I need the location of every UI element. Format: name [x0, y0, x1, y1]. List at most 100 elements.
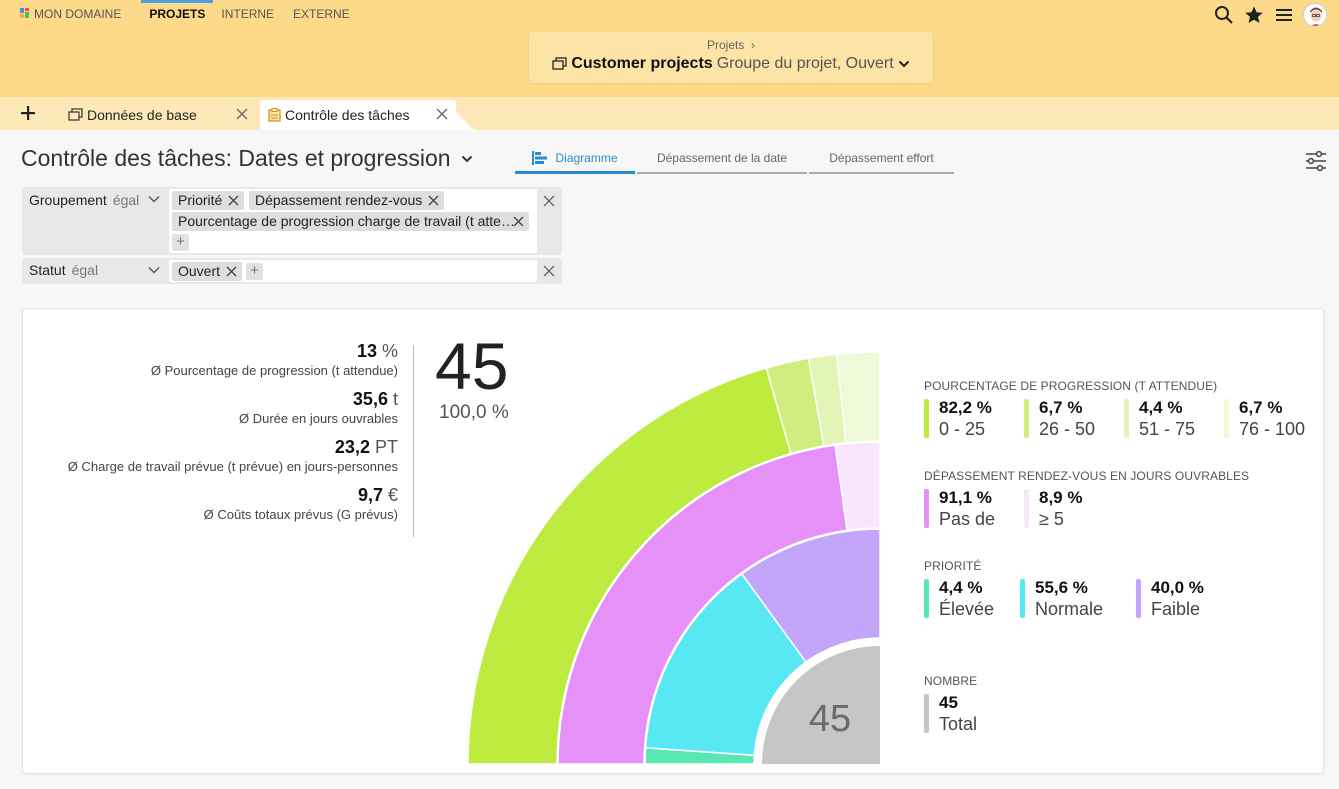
legend-group: POURCENTAGE DE PROGRESSION (T ATTENDUE) 8…: [924, 379, 1323, 440]
legend-value: 6,7 %: [1039, 398, 1083, 417]
project-title[interactable]: Customer projects Groupe du projet, Ouve…: [529, 55, 933, 73]
legend-swatch: [1024, 489, 1029, 528]
filter-chip-priorite: Priorité: [172, 191, 245, 210]
close-icon[interactable]: [428, 195, 439, 206]
legend-item[interactable]: 45 Total: [924, 692, 1024, 735]
filter-chip-depassement: Dépassement rendez-vous: [249, 191, 445, 210]
add-tab-button[interactable]: [14, 102, 42, 124]
kpi-label: Ø Durée en jours ouvrables: [239, 411, 398, 426]
tab-label: Dépassement effort: [829, 151, 934, 165]
legend-item[interactable]: 40,0 % Faible: [1136, 577, 1236, 620]
legend-item[interactable]: 91,1 % Pas de: [924, 487, 1024, 530]
legend-category: 0 - 25: [939, 419, 986, 439]
close-icon[interactable]: [436, 108, 448, 120]
sunburst-segment-1-1[interactable]: [834, 441, 881, 532]
nav-mon-domaine[interactable]: MON DOMAINE: [20, 0, 132, 30]
legend-value: 82,2 %: [939, 398, 992, 417]
legend-item[interactable]: 82,2 % 0 - 25: [924, 397, 1024, 440]
breadcrumb: Projets ›: [529, 38, 933, 52]
project-subtitle: Groupe du projet, Ouvert: [716, 55, 894, 72]
kpi-value: 13 %: [23, 341, 398, 362]
tab-controle-des-taches[interactable]: Contrôle des tâches: [260, 100, 474, 130]
chevron-down-icon[interactable]: [148, 266, 160, 274]
sunburst-center-label: 45: [809, 698, 851, 740]
chip-label: Ouvert: [178, 263, 221, 279]
divider: [413, 345, 414, 537]
top-bar: MON DOMAINE PROJETS INTERNE EXTERNE Proj…: [0, 0, 1339, 97]
legend-swatch: [1020, 579, 1025, 618]
domain-icon: [20, 8, 29, 18]
filter-values[interactable]: Priorité Dépassement rendez-vous Pourcen…: [169, 189, 537, 253]
kpi-label: Ø Charge de travail prévue (t prévue) en…: [67, 459, 398, 474]
add-status-button[interactable]: +: [246, 263, 263, 280]
legend-category: Élevée: [939, 599, 995, 619]
kpi-value: 35,6 t: [23, 389, 398, 410]
kpi-unit: %: [381, 341, 398, 361]
legend-title: DÉPASSEMENT RENDEZ-VOUS EN JOURS OUVRABL…: [924, 469, 1250, 483]
sunburst-segment-0-1[interactable]: [644, 572, 807, 757]
legend-swatch: [924, 694, 929, 733]
filter-operator[interactable]: égal: [112, 192, 140, 208]
kpi-label: Ø Pourcentage de progression (t attendue…: [150, 363, 398, 378]
tab-depassement-date[interactable]: Dépassement de la date: [637, 144, 807, 174]
legend-item[interactable]: 4,4 % 51 - 75: [1124, 397, 1224, 440]
tab-depassement-effort[interactable]: Dépassement effort: [809, 144, 954, 174]
kpi-couts: 9,7 € Ø Coûts totaux prévus (G prévus): [23, 485, 398, 522]
filter-settings-icon[interactable]: [1305, 150, 1327, 172]
filter-operator[interactable]: égal: [71, 262, 99, 278]
top-right-actions: [1213, 2, 1327, 28]
chevron-down-icon: [898, 60, 909, 68]
legend-item[interactable]: 4,4 % Élevée: [924, 577, 1020, 620]
page-title[interactable]: Contrôle des tâches: Dates et progressio…: [21, 145, 473, 172]
chevron-down-icon: [461, 155, 472, 162]
project-icon: [68, 108, 83, 121]
close-icon[interactable]: [543, 195, 555, 207]
tab-label: Diagramme: [555, 150, 618, 165]
close-icon[interactable]: [236, 108, 248, 120]
sunburst-segment-2-3[interactable]: [835, 351, 881, 444]
nav-externe[interactable]: EXTERNE: [293, 0, 361, 30]
legend-value: 55,6 %: [1035, 578, 1088, 597]
filter-label: Statut égal: [29, 262, 98, 278]
star-icon[interactable]: [1243, 4, 1265, 26]
legend-item[interactable]: 55,6 % Normale: [1020, 577, 1136, 620]
legend-items: 45 Total: [924, 692, 1024, 735]
legend-group: NOMBRE 45 Total: [924, 674, 1024, 735]
filter-label: Groupement égal: [29, 192, 139, 208]
close-icon[interactable]: [226, 266, 237, 277]
tab-donnees-de-base[interactable]: Données de base: [60, 100, 256, 130]
sunburst-center[interactable]: [762, 646, 880, 764]
close-icon[interactable]: [513, 216, 524, 227]
close-icon[interactable]: [543, 265, 555, 277]
nav-projets[interactable]: PROJETS: [141, 0, 214, 30]
legend-value: 6,7 %: [1239, 398, 1283, 417]
tab-label: Contrôle des tâches: [285, 107, 410, 123]
project-icon: [552, 57, 567, 70]
chevron-down-icon[interactable]: [148, 195, 160, 203]
legend-value: 4,4 %: [939, 578, 983, 597]
menu-icon[interactable]: [1273, 4, 1295, 26]
legend-swatch: [1136, 579, 1141, 618]
legend-swatch: [924, 489, 929, 528]
plus-icon: [21, 106, 35, 120]
breadcrumb-separator: ›: [751, 38, 756, 52]
search-icon[interactable]: [1213, 4, 1235, 26]
filter-grouping: Groupement égal Priorité Dépassement rend…: [22, 187, 562, 255]
filter-values[interactable]: Ouvert +: [169, 260, 537, 282]
add-grouping-button[interactable]: +: [172, 234, 189, 251]
nav-interne[interactable]: INTERNE: [221, 0, 285, 30]
avatar[interactable]: [1303, 3, 1327, 27]
legend-swatch: [924, 399, 929, 438]
legend-item[interactable]: 6,7 % 26 - 50: [1024, 397, 1124, 440]
chip-label: Dépassement rendez-vous: [255, 192, 423, 208]
legend-title: POURCENTAGE DE PROGRESSION (T ATTENDUE): [924, 379, 1218, 393]
legend-value: 4,4 %: [1139, 398, 1183, 417]
close-icon[interactable]: [228, 195, 239, 206]
legend-item[interactable]: 6,7 % 76 - 100: [1224, 397, 1323, 440]
sunburst-segment-0-2[interactable]: [740, 528, 881, 664]
tab-diagramme[interactable]: Diagramme: [515, 144, 635, 174]
legend-value: 8,9 %: [1039, 488, 1083, 507]
legend-item[interactable]: 8,9 % ≥ 5: [1024, 487, 1124, 530]
legend-category: Total: [939, 714, 978, 734]
breadcrumb-parent[interactable]: Projets: [706, 38, 745, 52]
